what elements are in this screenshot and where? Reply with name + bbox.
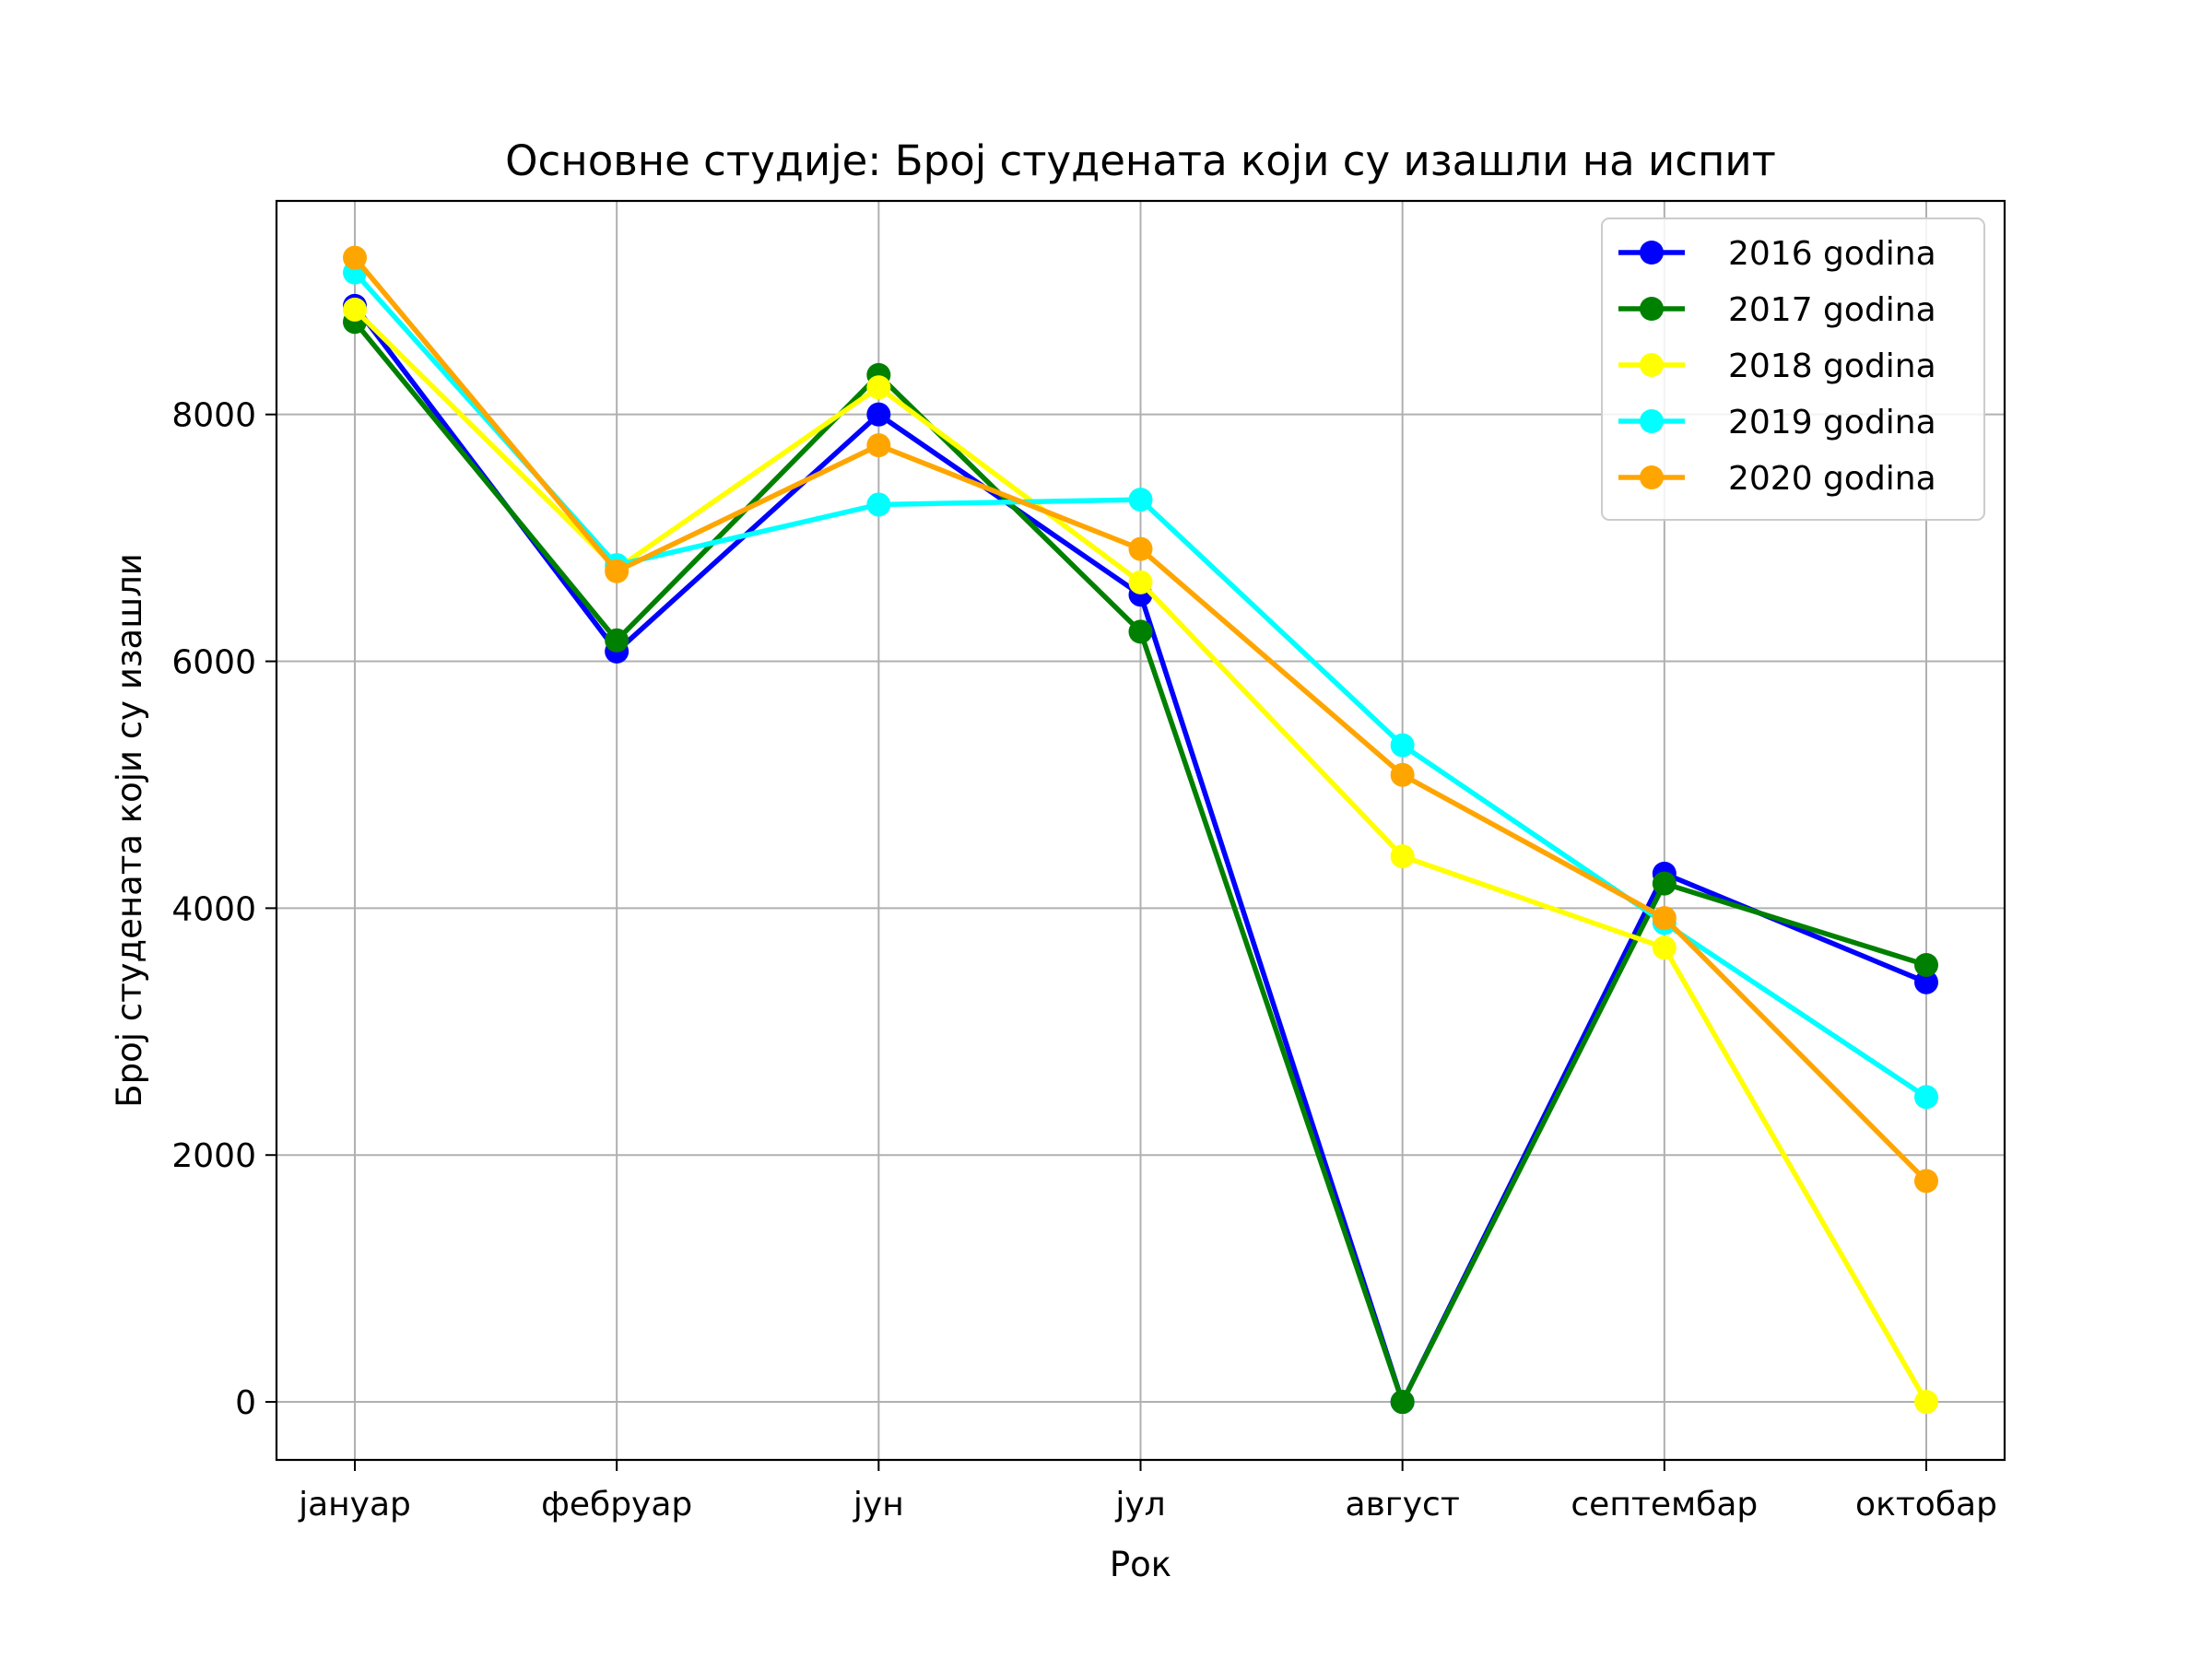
y-tick-label: 6000 [171, 644, 256, 682]
data-point [605, 628, 629, 653]
data-point [1128, 488, 1153, 512]
legend: 2016 godina 2017 godina 2018 godina 2019 go… [1601, 218, 1985, 521]
data-point [1914, 1085, 1938, 1110]
legend-entry-label: 2017 godina [1728, 291, 1936, 329]
y-axis-label: Број студената који су изашли [110, 553, 149, 1108]
x-tick-label: фебруар [541, 1486, 692, 1524]
legend-swatch-marker [1640, 297, 1664, 321]
legend-swatch-marker [1640, 465, 1664, 489]
data-point [1390, 762, 1415, 787]
y-tick-label: 2000 [171, 1137, 256, 1175]
x-tick-label: јул [1114, 1486, 1165, 1524]
legend-entry-label: 2020 godina [1728, 460, 1936, 498]
data-point [343, 297, 367, 322]
data-point [1914, 970, 1938, 994]
legend-entry-label: 2016 godina [1728, 235, 1936, 273]
series-layer [343, 245, 1938, 1415]
y-tick-label: 0 [235, 1384, 256, 1422]
chart-title: Основне студије: Број студената који су … [505, 136, 1776, 185]
x-axis: јануар фебруар јун јул август септембар октоба… [298, 1460, 1997, 1524]
data-point [1652, 935, 1677, 960]
legend-box [1601, 218, 1985, 521]
x-tick-label: октобар [1855, 1486, 1997, 1524]
data-point [1914, 1390, 1938, 1415]
data-point [1914, 1169, 1938, 1194]
data-point [1128, 570, 1153, 594]
data-point [1914, 952, 1938, 977]
data-point [343, 245, 367, 270]
x-tick-label: јун [853, 1486, 904, 1524]
data-point [1652, 871, 1677, 896]
data-point [605, 559, 629, 583]
data-point [866, 492, 891, 517]
data-point [1390, 1390, 1415, 1415]
legend-swatch-marker [1640, 353, 1664, 377]
data-point [866, 375, 891, 400]
x-tick-label: јануар [298, 1486, 411, 1524]
data-point [1390, 844, 1415, 869]
data-point [1128, 536, 1153, 561]
y-tick-label: 4000 [171, 890, 256, 928]
legend-entry-label: 2019 godina [1728, 404, 1936, 441]
data-point [866, 433, 891, 458]
data-point [1128, 619, 1153, 644]
legend-entry-label: 2018 godina [1728, 347, 1936, 385]
data-point [1390, 733, 1415, 758]
data-point [1652, 906, 1677, 931]
legend-swatch-marker [1640, 409, 1664, 433]
x-tick-label: август [1346, 1486, 1460, 1524]
series-2020-godina [343, 245, 1938, 1194]
y-tick-label: 8000 [171, 397, 256, 435]
data-point [866, 402, 891, 427]
x-tick-label: септембар [1571, 1486, 1758, 1524]
x-axis-label: Рок [1110, 1545, 1171, 1584]
legend-swatch-marker [1640, 241, 1664, 265]
y-axis: 0 2000 4000 6000 8000 [171, 397, 276, 1422]
